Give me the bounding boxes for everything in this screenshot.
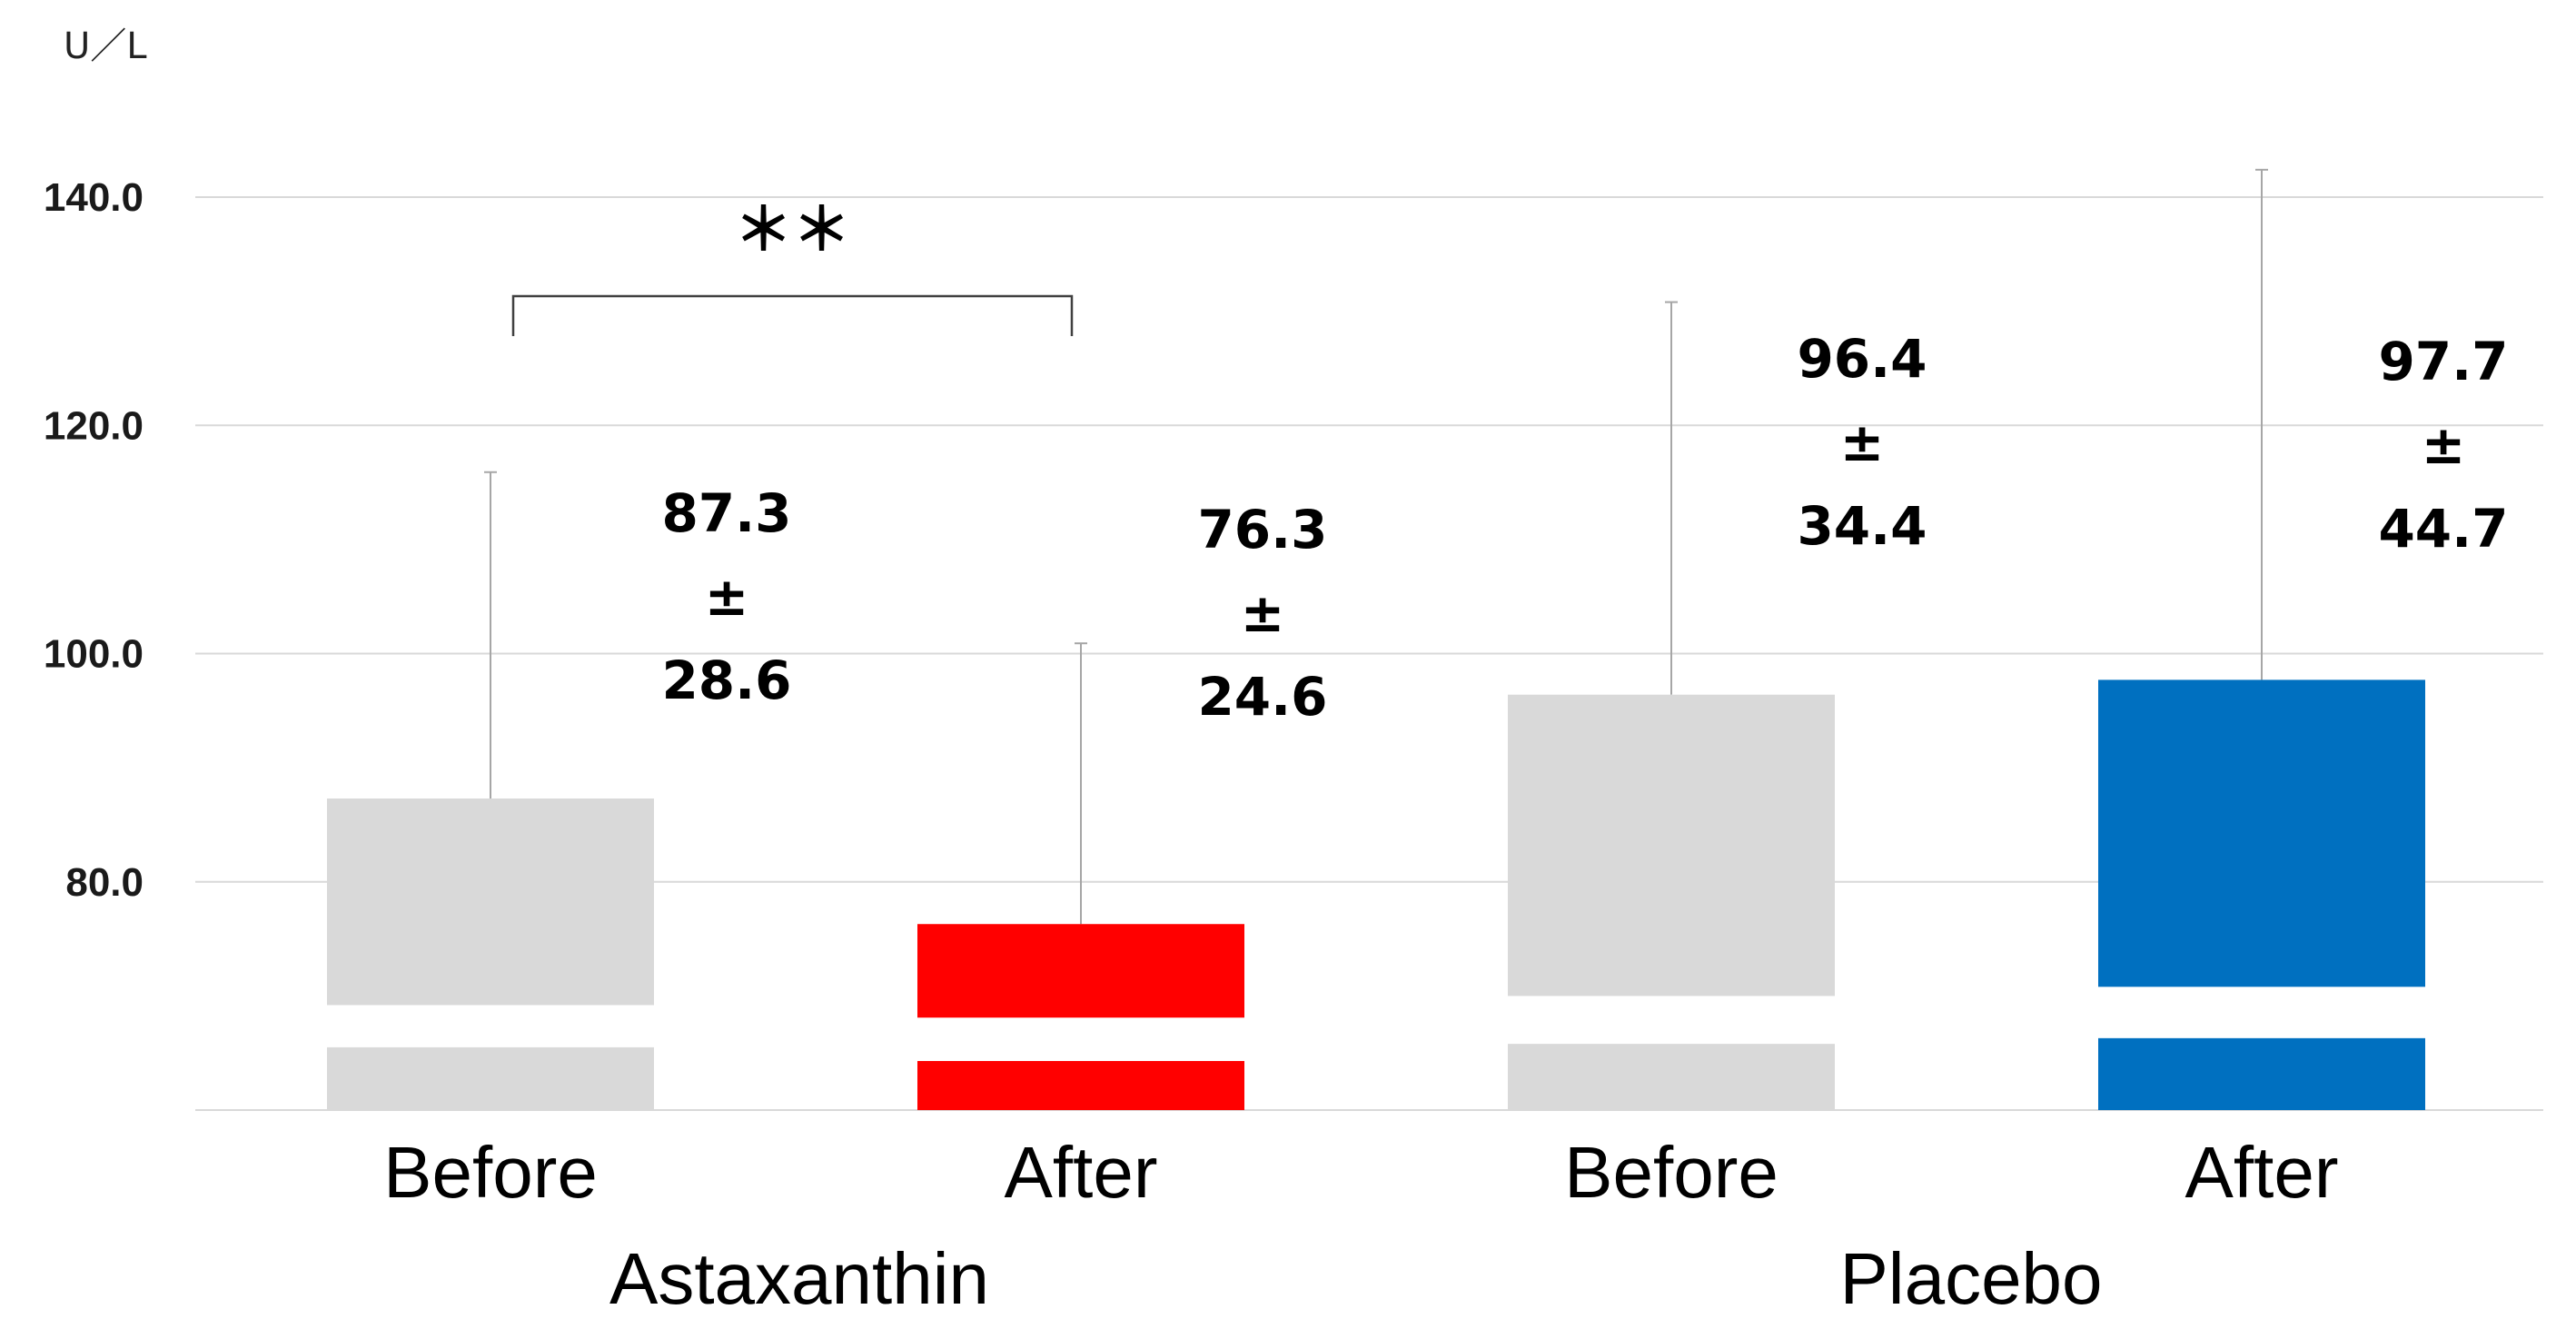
sd-value-label: 24.6 xyxy=(1197,666,1327,728)
y-tick-label: 80.0 xyxy=(65,860,144,905)
mean-value-label: 87.3 xyxy=(661,482,791,544)
sd-value-label: 28.6 xyxy=(661,650,791,711)
significance-marker: ＊＊ xyxy=(735,197,851,264)
plus-minus-label: ± xyxy=(705,566,749,628)
significance-bracket xyxy=(511,294,1074,336)
sd-value-label: 34.4 xyxy=(1797,495,1927,557)
y-tick-label: 140.0 xyxy=(44,175,144,220)
mean-value-label: 96.4 xyxy=(1797,328,1927,390)
bar-astaxanthin-before xyxy=(327,798,654,1110)
y-axis: U／L 80.0 100.0 120.0 140.0 xyxy=(44,25,147,905)
group-label: Astaxanthin xyxy=(609,1238,989,1319)
y-unit-label: U／L xyxy=(64,25,147,67)
plus-minus-label: ± xyxy=(1241,582,1285,644)
y-tick-label: 120.0 xyxy=(44,403,144,448)
bar-placebo-after xyxy=(2098,679,2425,1110)
plus-minus-label: ± xyxy=(1840,412,1885,473)
labels: Before 87.3 ±28.6 After 76.3 ±24.6 Astaxanthin… xyxy=(383,197,2508,1319)
bar-astaxanthin-after xyxy=(917,924,1244,1110)
bar-placebo-before xyxy=(1508,694,1835,1110)
bars xyxy=(327,168,2425,1110)
x-category-label: Before xyxy=(383,1132,598,1213)
median-band xyxy=(1508,996,1835,1045)
x-category-label: After xyxy=(2185,1132,2339,1213)
plus-minus-label: ± xyxy=(2422,414,2466,476)
mean-value-label: 76.3 xyxy=(1197,499,1327,560)
sd-value-label: 44.7 xyxy=(2378,498,2508,560)
median-band xyxy=(327,1005,654,1047)
group-label: Placebo xyxy=(1839,1238,2102,1319)
median-band xyxy=(2098,987,2425,1038)
x-category-label: After xyxy=(1005,1132,1158,1213)
median-band xyxy=(917,1017,1244,1061)
x-category-label: Before xyxy=(1564,1132,1778,1213)
y-tick-label: 100.0 xyxy=(44,632,144,677)
mean-value-label: 97.7 xyxy=(2378,331,2508,392)
